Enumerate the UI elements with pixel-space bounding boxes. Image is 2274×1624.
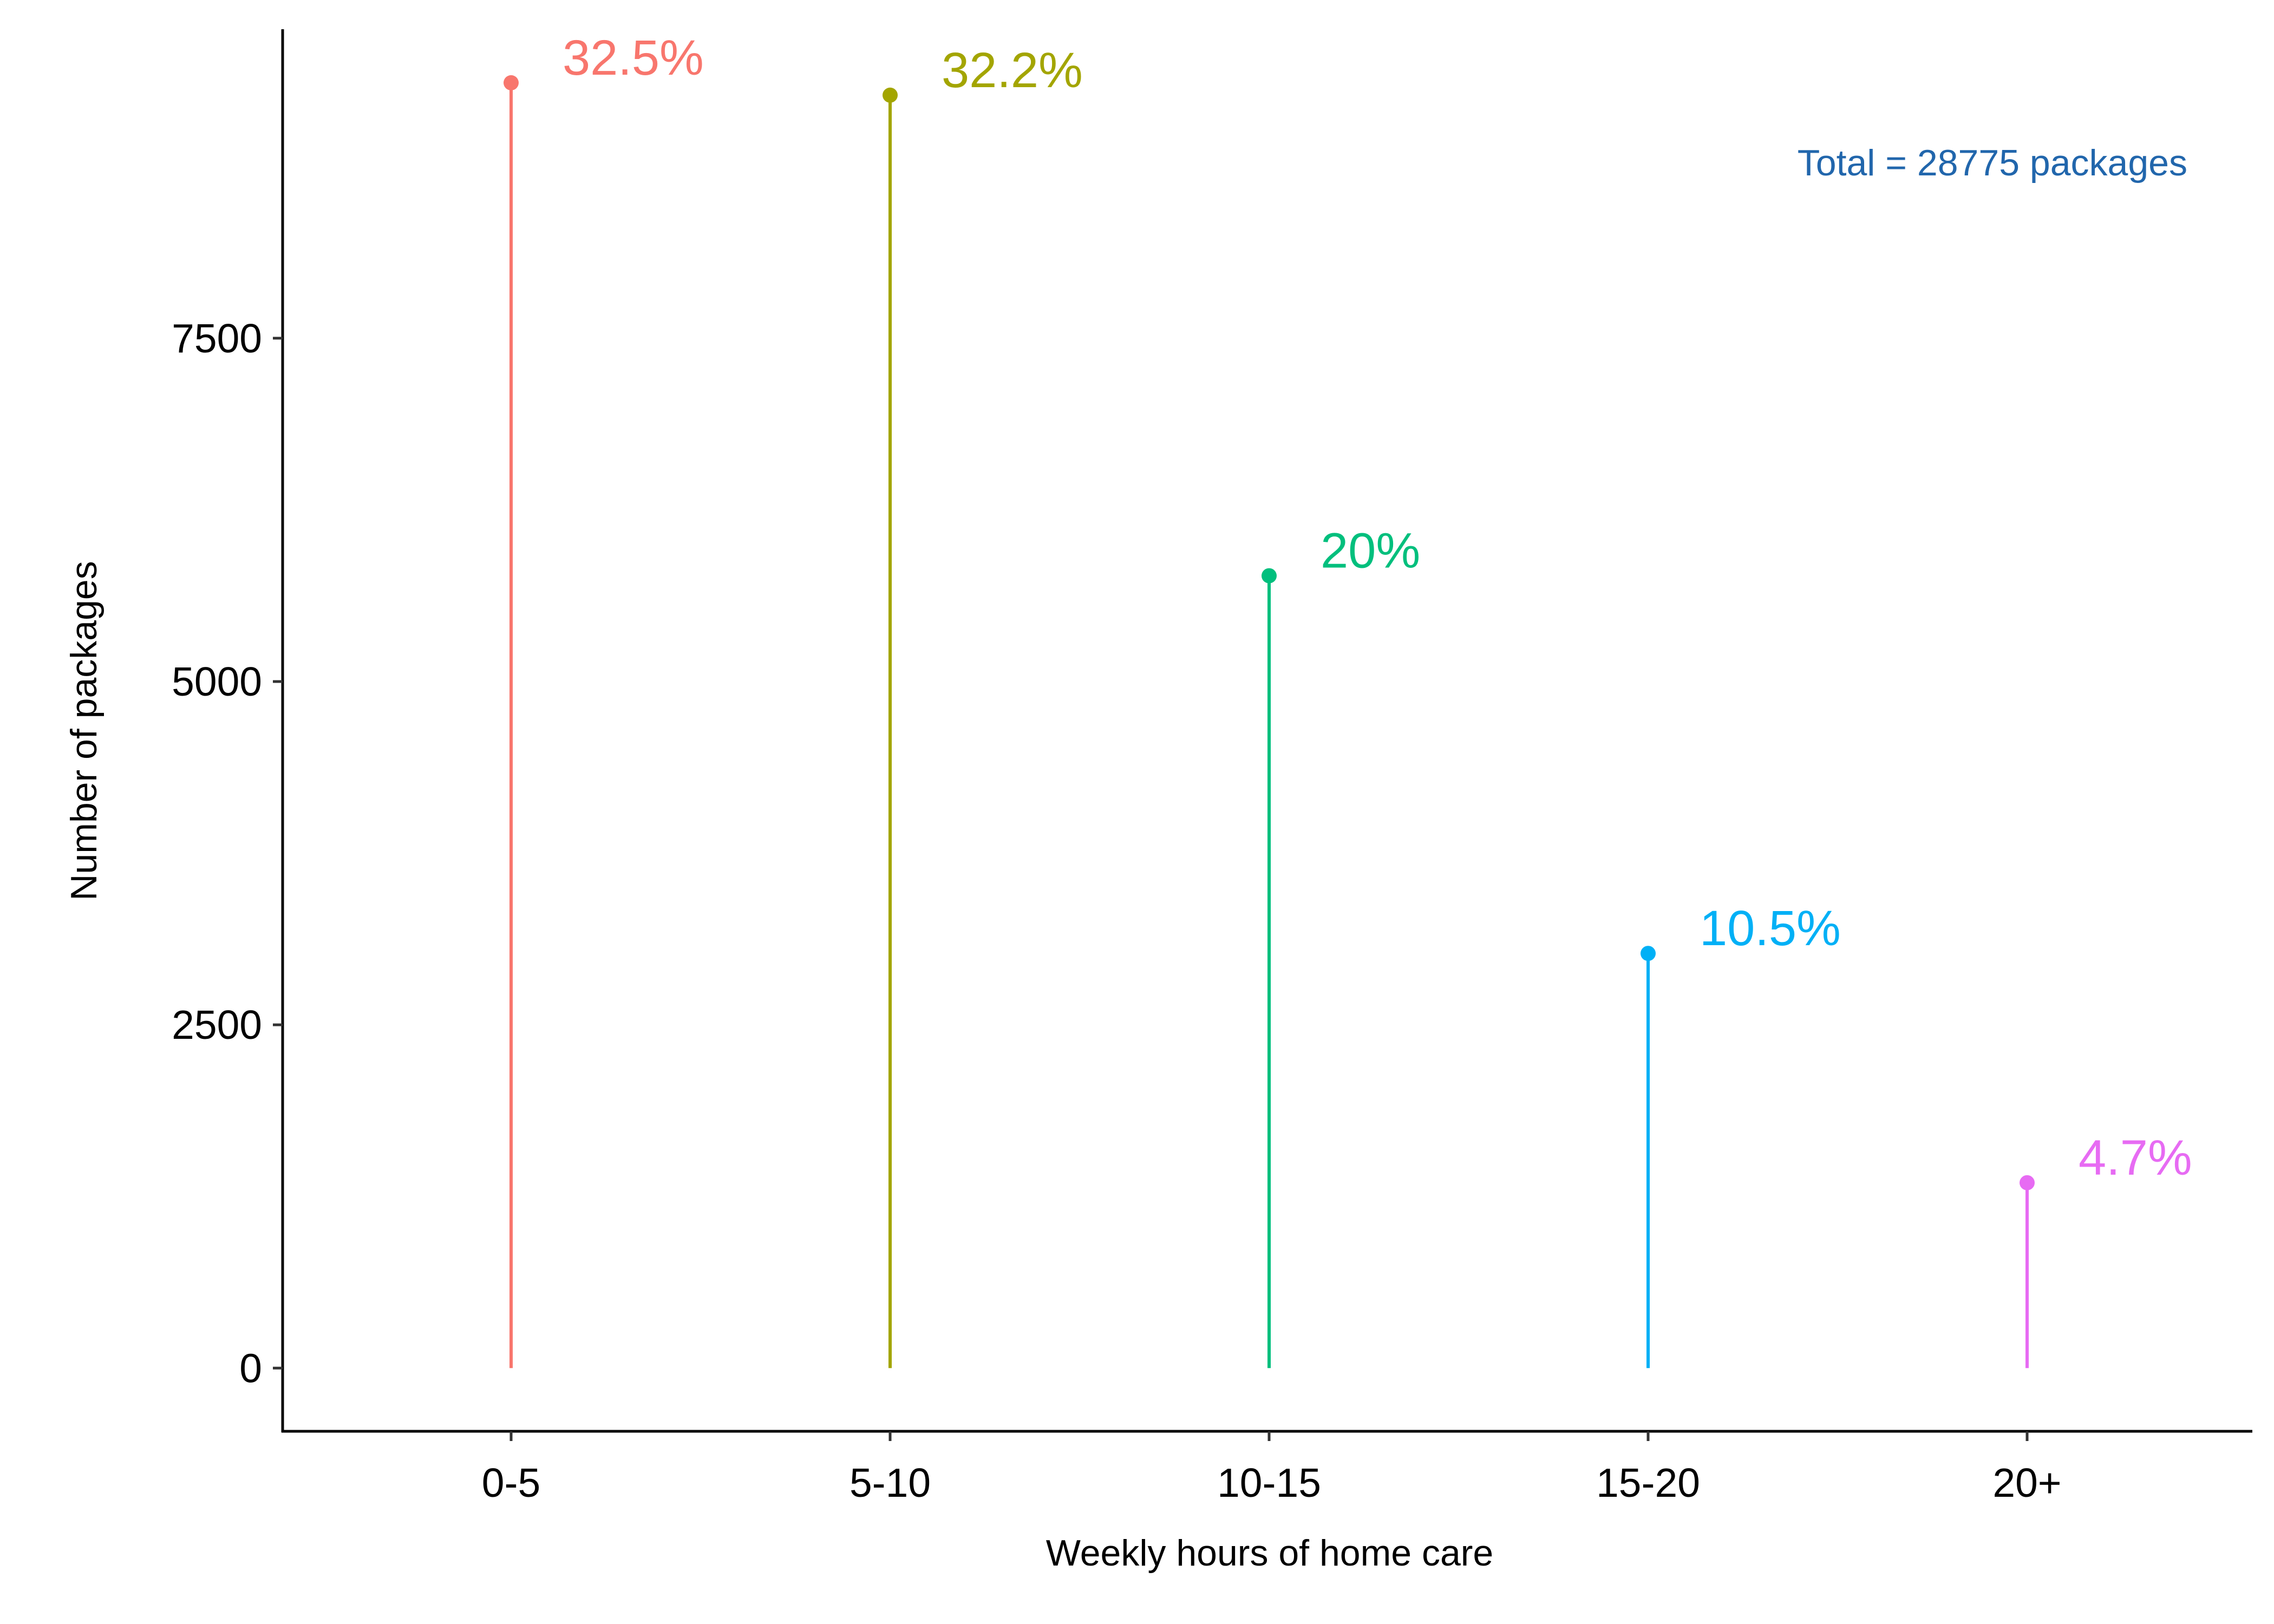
data-label: 20%: [1321, 523, 1420, 579]
x-axis-title: Weekly hours of home care: [1046, 1533, 1493, 1574]
total-annotation: Total = 28775 packages: [1798, 142, 2187, 184]
lollipop-point: [504, 75, 519, 90]
lollipop-point: [883, 87, 898, 103]
x-tick-label: 15-20: [1596, 1460, 1700, 1505]
data-label: 10.5%: [1700, 901, 1841, 956]
lollipop-point: [1262, 568, 1277, 584]
y-axis-ticks: 0 2500 5000 7500: [172, 316, 283, 1391]
y-tick-label: 2500: [172, 1002, 262, 1047]
y-axis-title: Number of packages: [63, 561, 104, 900]
y-tick-label: 5000: [172, 659, 262, 704]
x-tick-label: 10-15: [1217, 1460, 1321, 1505]
x-tick-label: 20+: [1992, 1460, 2061, 1505]
data-labels: 32.5% 32.2% 20% 10.5% 4.7%: [563, 30, 2192, 1186]
data-label: 32.2%: [942, 43, 1083, 98]
x-tick-label: 0-5: [482, 1460, 540, 1505]
y-tick-label: 0: [239, 1345, 262, 1391]
lollipop-stems: [509, 82, 2029, 1368]
lollipop-point: [1641, 946, 1656, 961]
x-tick-label: 5-10: [850, 1460, 931, 1505]
data-label: 4.7%: [2079, 1130, 2192, 1186]
y-tick-label: 7500: [172, 316, 262, 361]
data-label: 32.5%: [563, 30, 704, 86]
x-axis-ticks: 0-5 5-10 10-15 15-20 20+: [482, 1431, 2062, 1505]
lollipop-points: [504, 75, 2035, 1190]
lollipop-point: [2020, 1175, 2035, 1190]
